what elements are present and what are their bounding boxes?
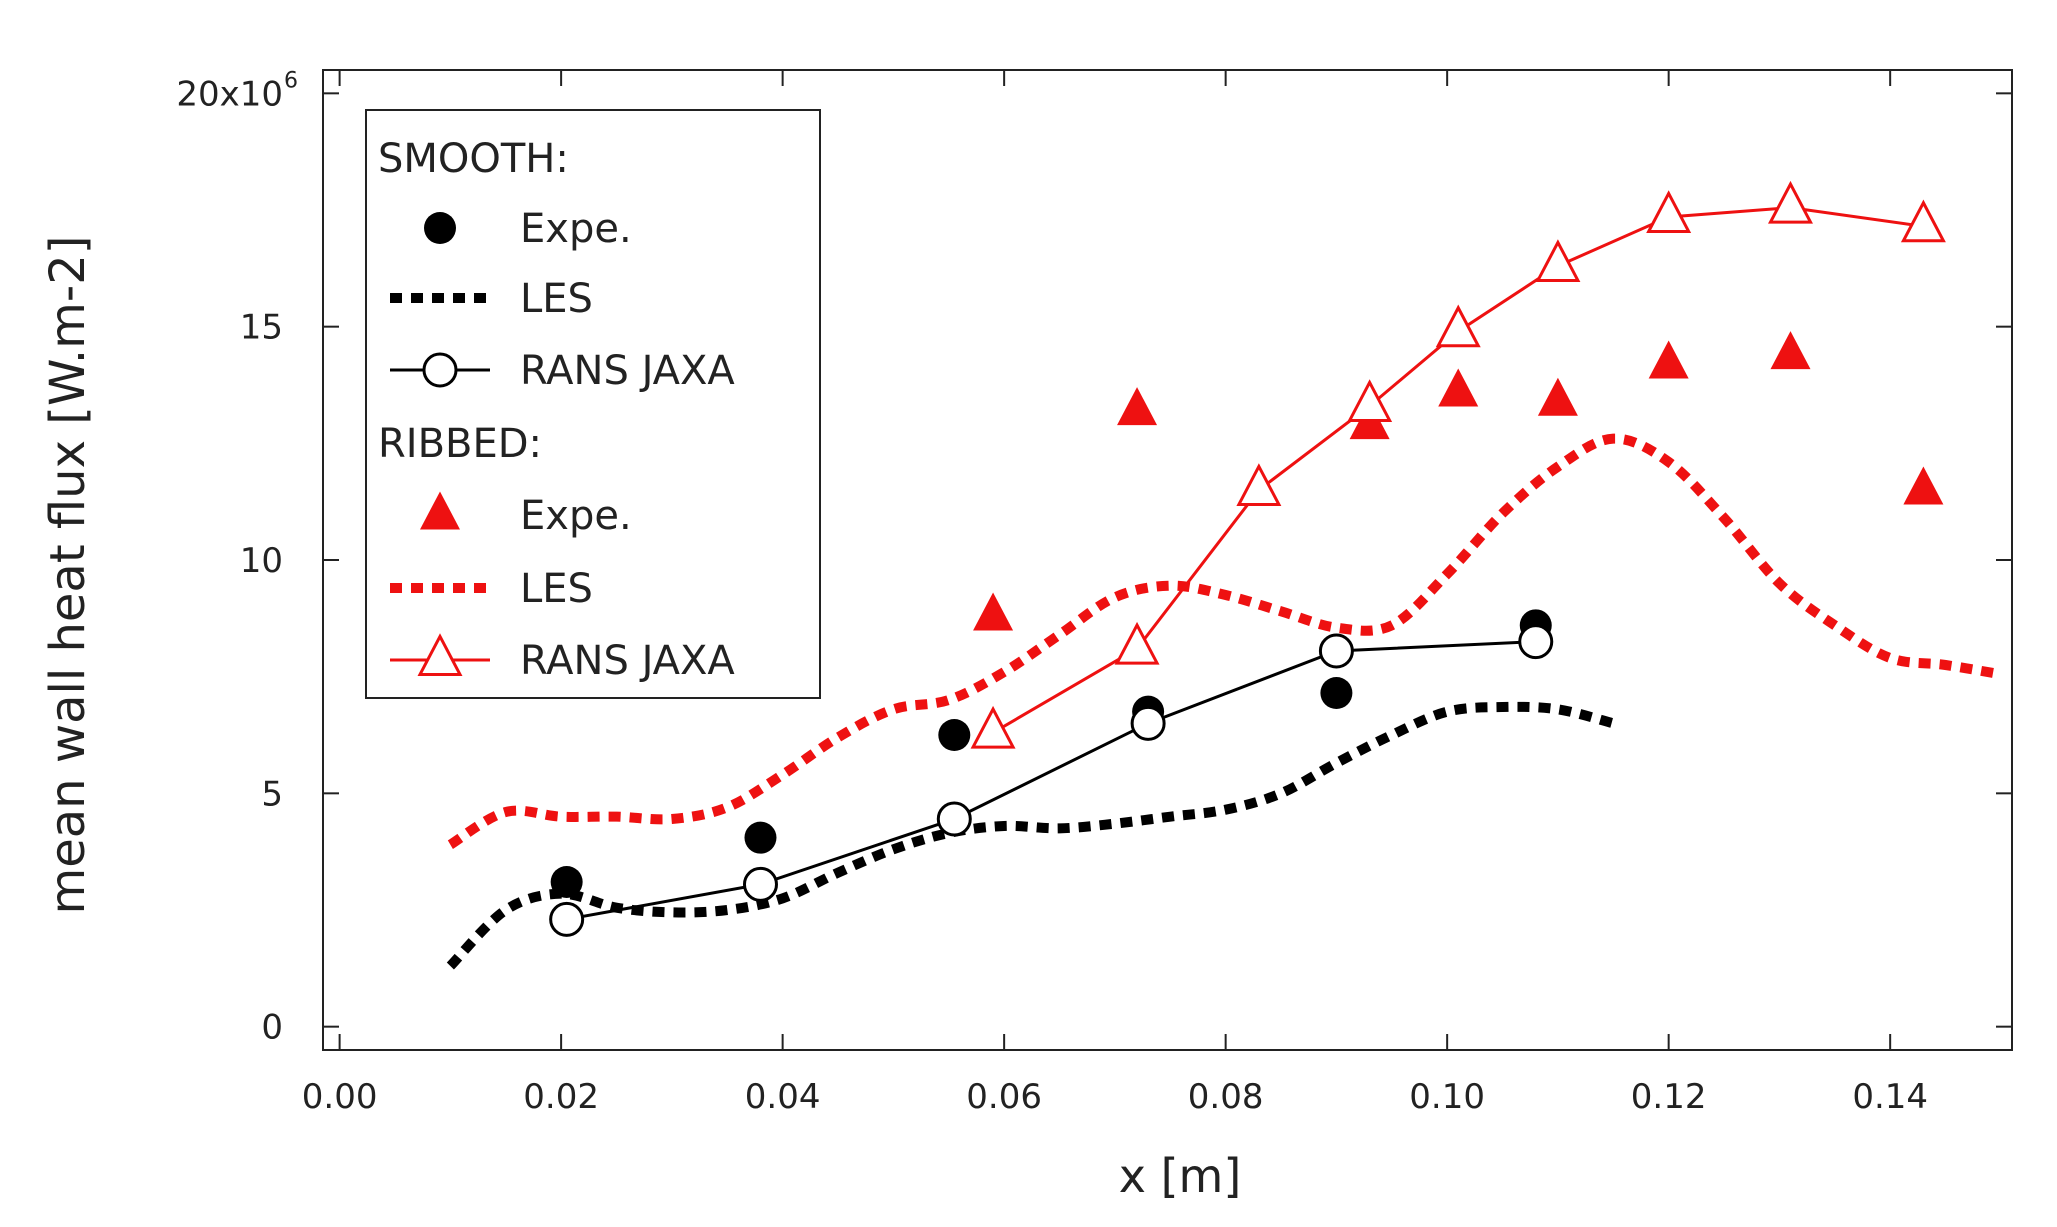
- smooth-rans-jaxa-point: [1130, 705, 1166, 741]
- y-tick-label: 5: [261, 774, 283, 814]
- legend-ribbed-rans-jaxa-swatch-marker: [417, 633, 463, 676]
- ribbed-expe-point: [1438, 368, 1479, 407]
- legend-ribbed-les-label: LES: [520, 566, 593, 612]
- ribbed-les-line: [447, 433, 2002, 849]
- legend-box: [365, 109, 821, 699]
- ribbed-expe-point: [1537, 377, 1578, 416]
- y-tick-exponent: 6: [284, 68, 298, 93]
- legend-smooth-rans-jaxa-label: RANS JAXA: [520, 348, 735, 394]
- smooth-rans-jaxa-point: [1518, 624, 1554, 660]
- x-tick-label: 0.10: [1409, 1077, 1485, 1117]
- ribbed-expe-point: [1648, 340, 1689, 379]
- ribbed-rans-jaxa-point: [1768, 180, 1813, 224]
- legend-smooth-expe-swatch-marker: [424, 212, 456, 244]
- ribbed-rans-jaxa-point: [970, 705, 1016, 749]
- x-tick-label: 0.12: [1631, 1077, 1707, 1117]
- smooth-les-line: [446, 701, 1615, 970]
- legend-smooth-rans-jaxa-swatch-marker: [422, 352, 458, 388]
- legend-ribbed-expe-swatch-marker: [420, 491, 460, 530]
- x-tick-label: 0.06: [966, 1077, 1042, 1117]
- legend-ribbed-rans-jaxa-label: RANS JAXA: [520, 638, 735, 684]
- ribbed-rans-jaxa-point: [1900, 199, 1946, 243]
- y-tick-label: 10: [240, 541, 283, 581]
- ribbed-expe-point: [1770, 331, 1811, 370]
- x-tick-label: 0.14: [1852, 1077, 1928, 1117]
- smooth-rans-jaxa-point: [936, 801, 972, 837]
- plot-series: [446, 180, 2002, 970]
- ribbed-expe-point: [1903, 466, 1944, 505]
- smooth-rans-jaxa-point: [549, 901, 585, 937]
- smooth-expe-point: [938, 719, 971, 751]
- axis-ticks: [323, 70, 2012, 1050]
- y-tick-label: 20x10: [176, 74, 283, 114]
- legend-ribbed-expe-label: Expe.: [520, 493, 632, 539]
- ribbed-rans-jaxa-point: [1114, 621, 1160, 665]
- ribbed-rans-jaxa-point: [1535, 239, 1581, 282]
- smooth-rans-jaxa-point: [1318, 633, 1354, 669]
- ribbed-rans-jaxa-point: [1347, 379, 1393, 422]
- x-tick-label: 0.04: [745, 1077, 821, 1117]
- y-tick-labels: 0 5 10 15 20x10 6: [176, 68, 298, 1047]
- legend-group-title: RIBBED:: [378, 421, 542, 467]
- x-tick-label: 0.08: [1188, 1077, 1264, 1117]
- legend-smooth-les-label: LES: [520, 276, 593, 322]
- smooth-rans-jaxa-point: [742, 866, 778, 902]
- ribbed-expe-point: [973, 592, 1014, 631]
- ribbed-expe-point: [1117, 387, 1158, 426]
- legend-group-title: SMOOTH:: [378, 136, 569, 182]
- x-tick-labels: 0.00 0.02 0.04 0.06 0.08 0.10 0.12 0.14: [302, 1077, 1928, 1117]
- smooth-rans-jaxa-line: [566, 640, 1536, 921]
- y-axis-label: mean wall heat flux [W.m-2]: [40, 235, 96, 914]
- y-tick-label: 0: [261, 1008, 283, 1048]
- y-tick-label: 15: [240, 308, 283, 348]
- ribbed-rans-jaxa-point: [1646, 190, 1692, 233]
- ribbed-rans-jaxa-point: [1435, 304, 1481, 348]
- smooth-expe-point: [744, 821, 777, 854]
- legend-smooth-expe-label: Expe.: [520, 206, 632, 252]
- legend: SMOOTH: Expe. LES RANS JAXA RIBBED: Expe. LES R…: [365, 109, 821, 699]
- smooth-expe-point: [1320, 677, 1353, 709]
- x-axis-label: x [m]: [1119, 1149, 1242, 1203]
- x-tick-label: 0.02: [523, 1077, 599, 1117]
- ribbed-rans-jaxa-point: [1236, 463, 1282, 506]
- x-tick-label: 0.00: [302, 1077, 378, 1117]
